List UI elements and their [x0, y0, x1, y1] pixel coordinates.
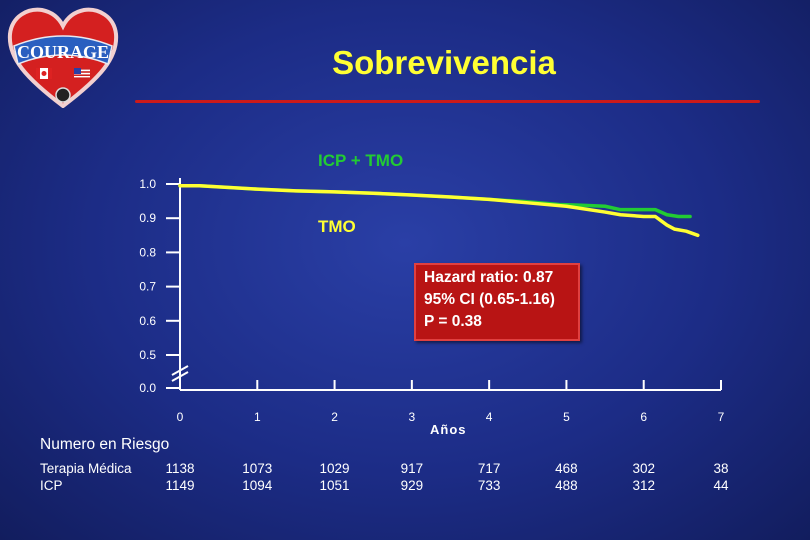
x-tick-label: 0 [177, 410, 184, 424]
axis-break-mark [171, 365, 189, 376]
y-tick-label: 0.5 [139, 348, 156, 362]
y-tick-label: 0.9 [139, 211, 156, 225]
risk-row-label-icp: ICP [40, 478, 63, 493]
x-tick-label: 5 [563, 410, 570, 424]
risk-cell: 1138 [165, 461, 195, 476]
title-divider [135, 100, 760, 103]
y-tick-label: 1.0 [139, 177, 156, 191]
risk-cell: 1051 [319, 478, 350, 493]
risk-cell: 302 [632, 461, 655, 476]
risk-cell: 929 [400, 478, 424, 493]
x-tick-label: 2 [331, 410, 338, 424]
x-tick-label: 1 [254, 410, 261, 424]
x-tick-label: 4 [486, 410, 493, 424]
risk-cell: 1094 [242, 478, 273, 493]
risk-cell: 38 [713, 461, 729, 476]
axis-break-mark [171, 371, 189, 382]
y-tick-label: 0.0 [139, 381, 156, 395]
logo-text: COURAGE [17, 42, 109, 62]
hazard-ratio-box: Hazard ratio: 0.87 95% CI (0.65-1.16) P … [414, 263, 580, 341]
risk-cell: 733 [477, 478, 501, 493]
x-tick-label: 3 [409, 410, 416, 424]
p-value-line: P = 0.38 [424, 313, 482, 330]
x-tick-label: 7 [718, 410, 725, 424]
y-tick-label: 0.6 [139, 314, 156, 328]
risk-table-title: Numero en Riesgo [40, 436, 170, 453]
risk-cell: 488 [555, 478, 578, 493]
series-label-tmo: TMO [318, 217, 356, 236]
page-title: Sobrevivencia [332, 44, 556, 81]
series-line-tmo [178, 183, 700, 238]
risk-cell: 44 [713, 478, 729, 493]
y-tick-label: 0.7 [139, 280, 156, 294]
usa-flag-icon [74, 68, 90, 79]
risk-cell: 917 [400, 461, 424, 476]
risk-cell: 1029 [319, 461, 350, 476]
seal-icon [55, 87, 71, 103]
x-axis-label: Años [430, 422, 467, 437]
hazard-ratio-line: Hazard ratio: 0.87 [424, 269, 554, 286]
risk-cell: 1149 [165, 478, 195, 493]
series-label-pci-tmo: ICP + TMO [318, 151, 404, 170]
x-tick-label: 6 [640, 410, 647, 424]
y-tick-label: 0.8 [139, 245, 156, 259]
risk-row-label-medical: Terapia Médica [40, 461, 132, 476]
risk-cell: 717 [477, 461, 501, 476]
risk-cell: 312 [632, 478, 655, 493]
risk-cell: 468 [555, 461, 578, 476]
confidence-interval-line: 95% CI (0.65-1.16) [424, 291, 555, 308]
risk-cell: 1073 [242, 461, 273, 476]
courage-logo: COURAGE [7, 7, 119, 108]
